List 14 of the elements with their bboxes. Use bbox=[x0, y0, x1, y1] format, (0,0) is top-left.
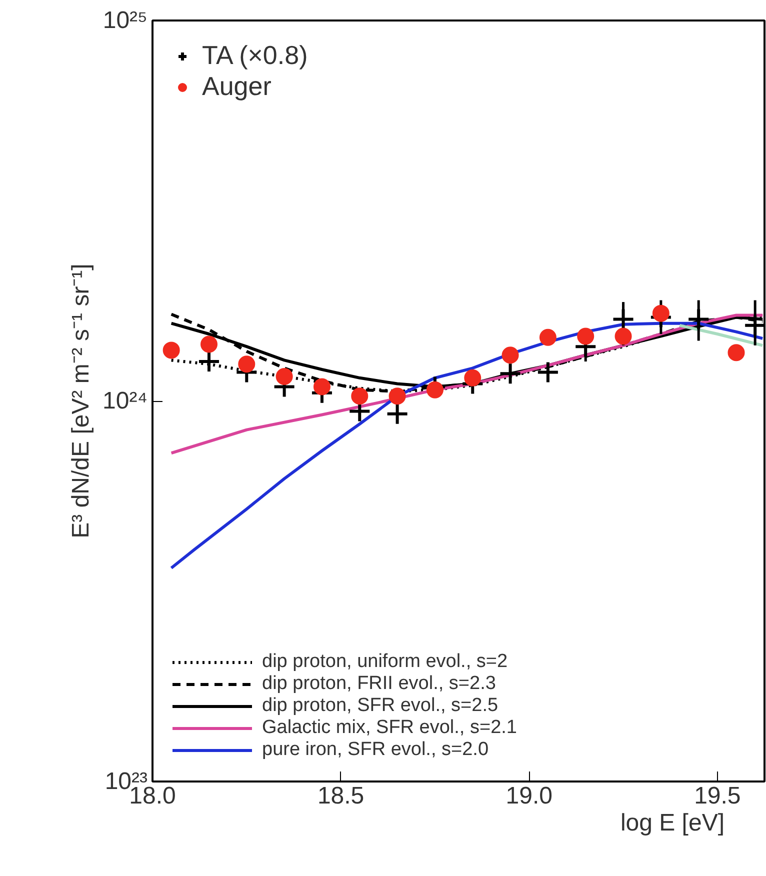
legend-label: TA (×0.8) bbox=[202, 40, 308, 71]
legend-label: dip proton, FRII evol., s=2.3 bbox=[262, 673, 496, 695]
y-tick-label: 10²⁵ bbox=[102, 7, 148, 34]
y-tick-label: 10²⁴ bbox=[102, 388, 148, 414]
legend-label: dip proton, SFR evol., s=2.5 bbox=[262, 695, 498, 717]
legend-label: Auger bbox=[202, 71, 272, 102]
x-tick-label: 19.0 bbox=[506, 782, 552, 810]
legend-label: pure iron, SFR evol., s=2.0 bbox=[262, 739, 489, 761]
y-axis-title: E³ dN/dE [eV² m⁻² s⁻¹ sr⁻¹] bbox=[68, 264, 94, 538]
x-axis-title: log E [eV] bbox=[620, 810, 724, 836]
legend-label: dip proton, uniform evol., s=2 bbox=[262, 651, 508, 673]
x-tick-label: 18.5 bbox=[317, 782, 364, 810]
x-tick-label: 19.5 bbox=[694, 782, 741, 810]
legend-label: Galactic mix, SFR evol., s=2.1 bbox=[262, 717, 517, 739]
